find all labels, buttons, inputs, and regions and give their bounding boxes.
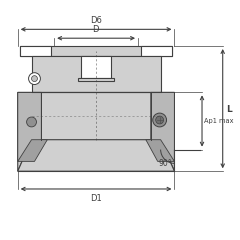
Circle shape xyxy=(156,116,164,124)
Polygon shape xyxy=(141,46,173,56)
Text: D: D xyxy=(92,25,99,34)
Polygon shape xyxy=(146,140,174,161)
Text: D1: D1 xyxy=(90,194,102,203)
Polygon shape xyxy=(18,140,174,171)
Text: L: L xyxy=(226,105,231,114)
Polygon shape xyxy=(20,46,173,56)
Polygon shape xyxy=(18,92,41,161)
Circle shape xyxy=(27,117,36,127)
Polygon shape xyxy=(151,92,174,161)
Circle shape xyxy=(153,113,167,127)
Polygon shape xyxy=(18,140,47,161)
Text: Ap1 max: Ap1 max xyxy=(204,118,234,124)
Circle shape xyxy=(31,76,37,82)
Text: 90°: 90° xyxy=(159,159,172,168)
Polygon shape xyxy=(31,56,161,92)
Polygon shape xyxy=(81,56,111,78)
Circle shape xyxy=(29,73,40,84)
Text: D6: D6 xyxy=(90,16,102,25)
Polygon shape xyxy=(31,92,161,140)
Polygon shape xyxy=(161,92,174,171)
Polygon shape xyxy=(20,46,51,56)
Polygon shape xyxy=(18,92,31,171)
Polygon shape xyxy=(78,78,114,81)
